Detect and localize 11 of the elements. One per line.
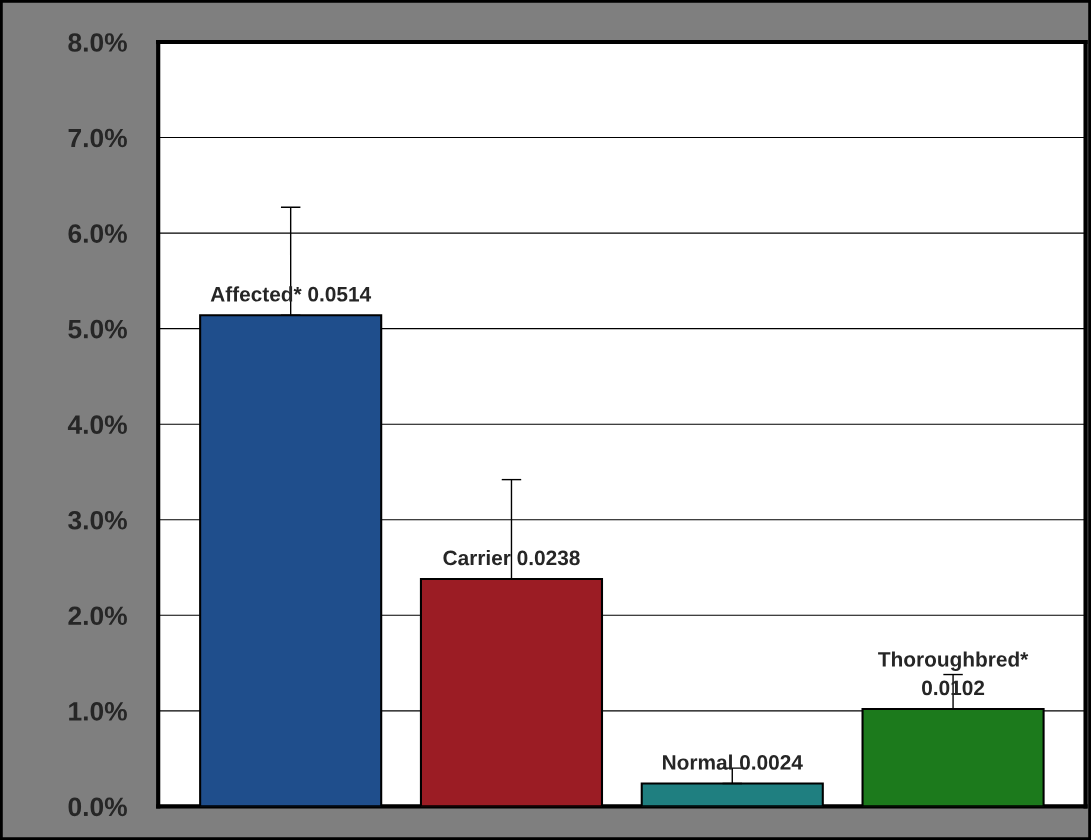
- y-tick-label: 3.0%: [68, 510, 127, 530]
- y-tick-label: 8.0%: [68, 33, 127, 52]
- y-tick-label: 7.0%: [68, 128, 127, 148]
- y-tick-label: 2.0%: [68, 606, 127, 626]
- y-tick-label: 0.0%: [68, 797, 127, 817]
- y-tick-label: 6.0%: [68, 224, 127, 243]
- data-label: Normal 0.0024: [663, 754, 803, 770]
- y-tick-label: 5.0%: [68, 319, 127, 339]
- y-tick-label: 1.0%: [69, 701, 127, 721]
- data-label: Carrier 0.0238: [443, 550, 580, 566]
- y-tick-label: 4.0%: [67, 415, 127, 435]
